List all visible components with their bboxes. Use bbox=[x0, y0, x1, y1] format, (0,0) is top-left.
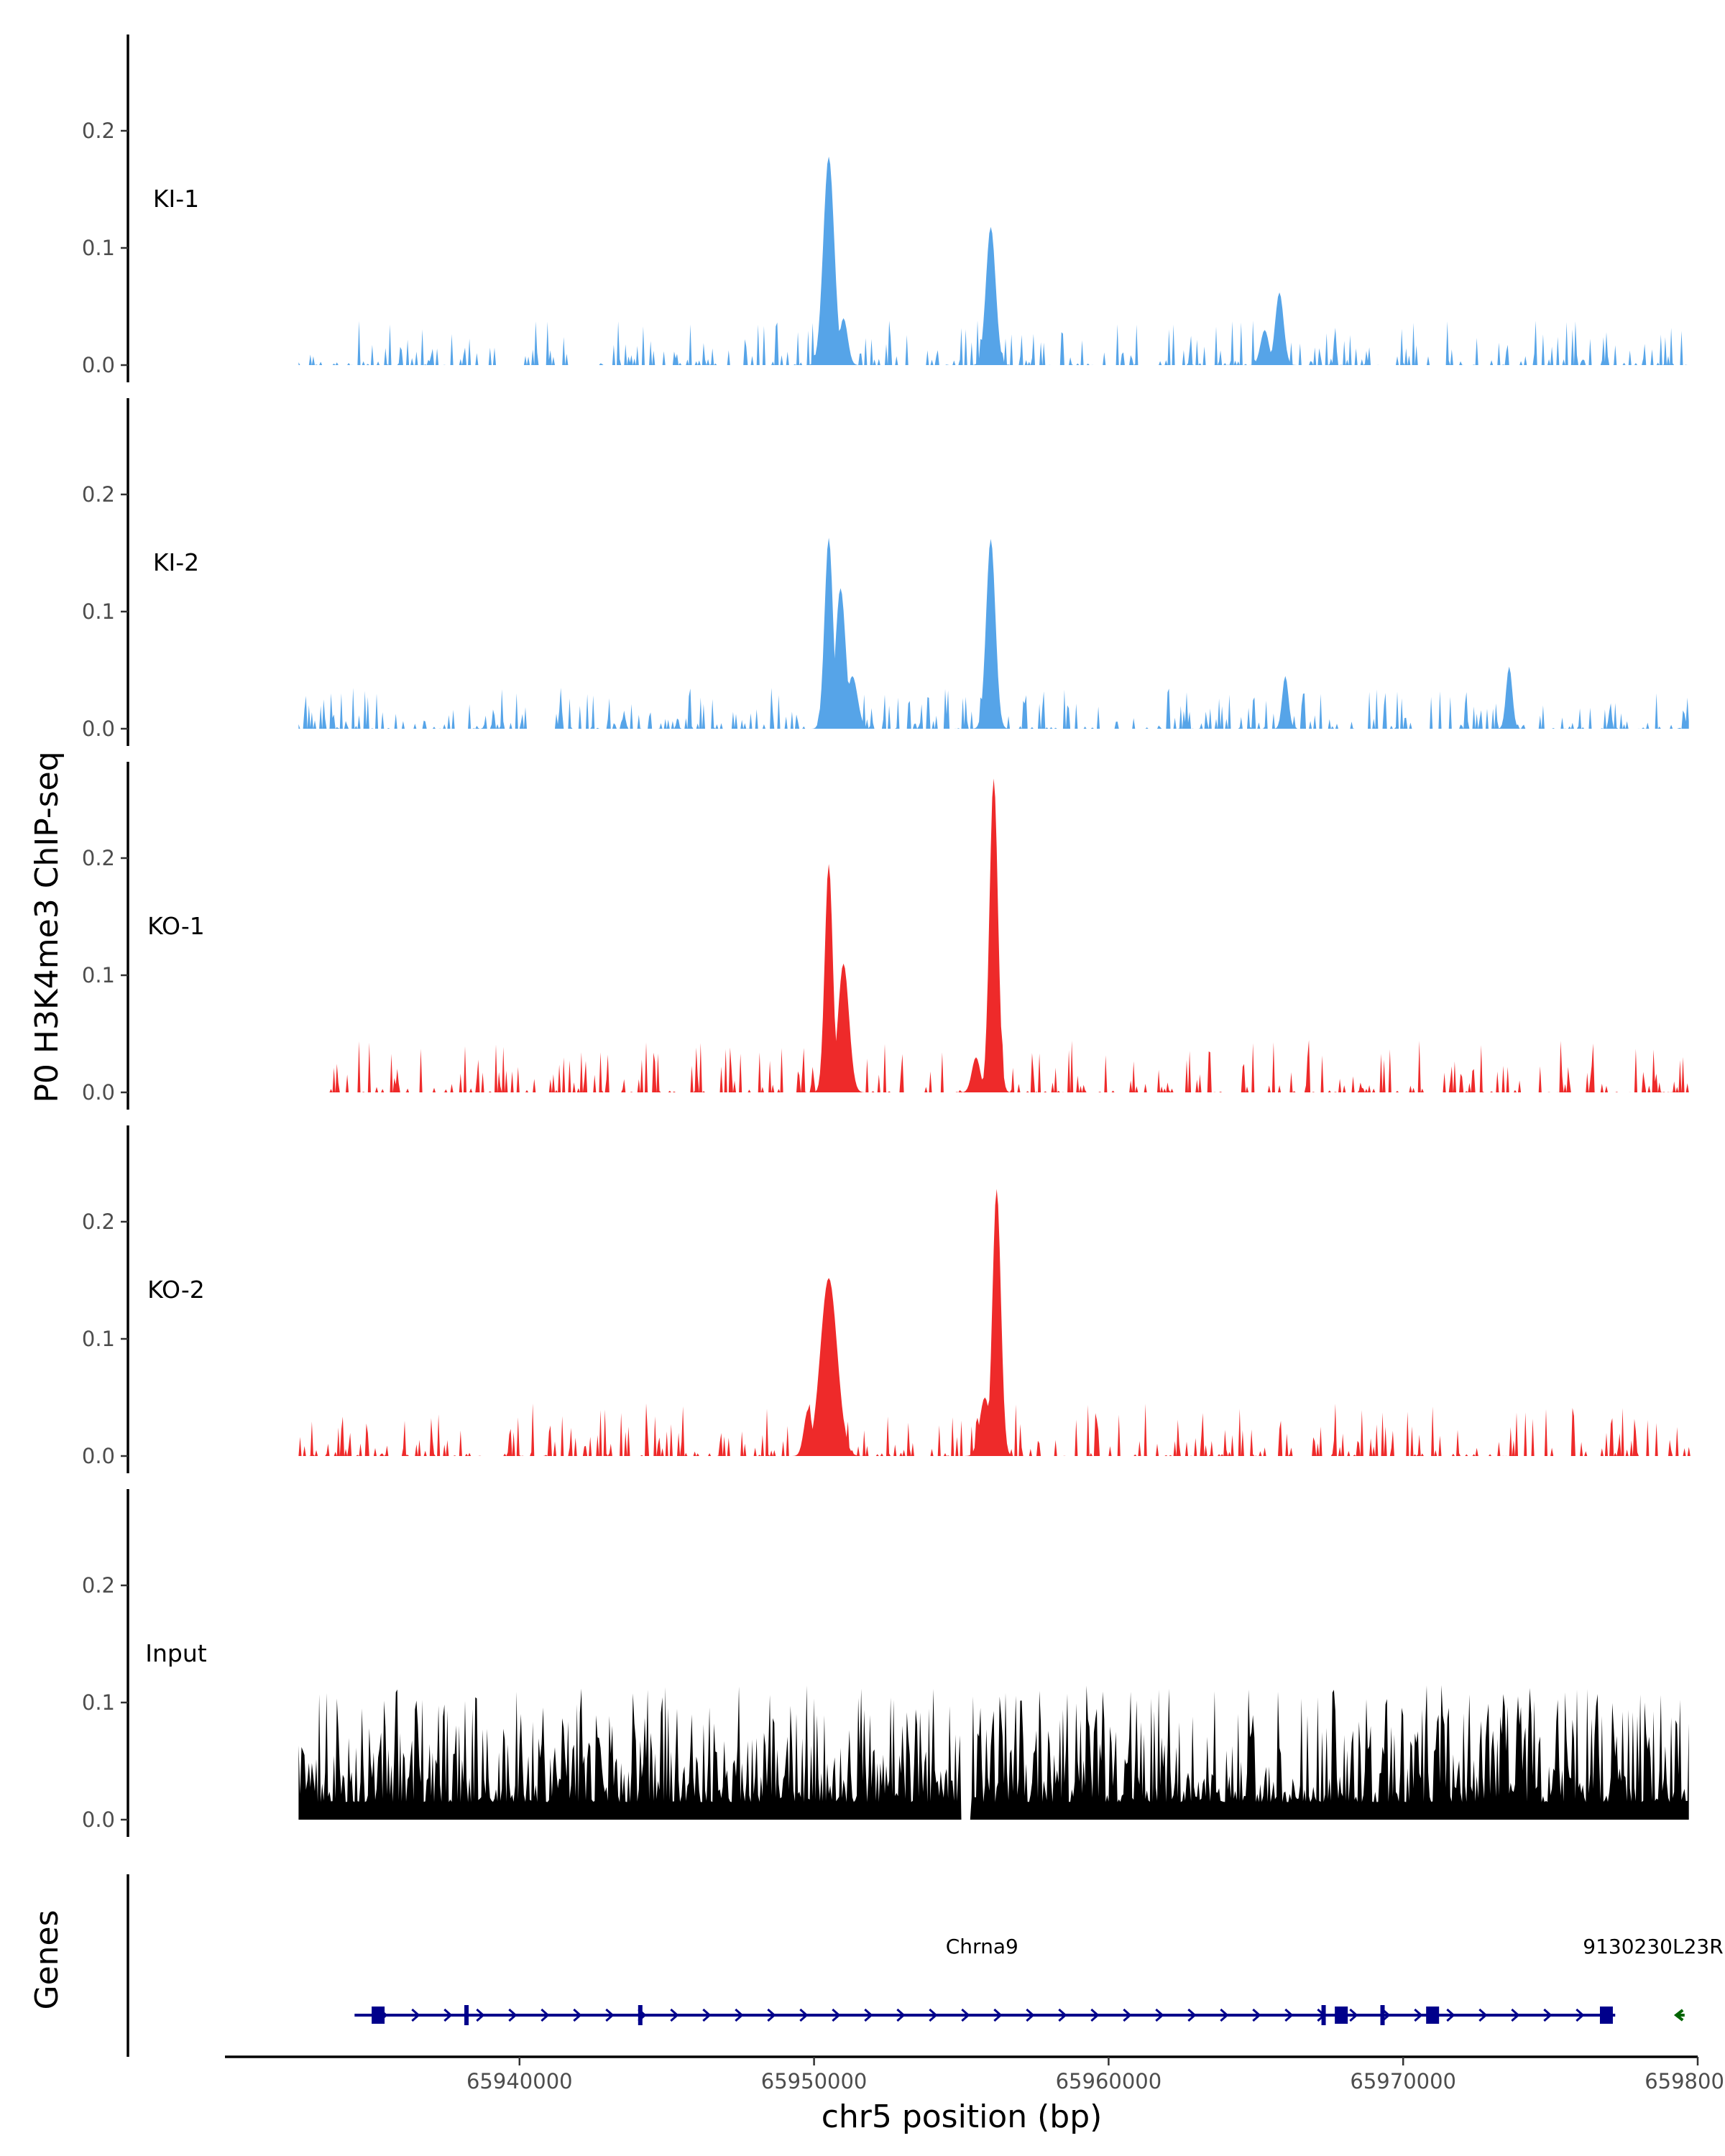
strand-arrow bbox=[1220, 2008, 1229, 2022]
signal-area bbox=[298, 156, 1689, 365]
exon bbox=[464, 2005, 469, 2025]
strand-arrow bbox=[670, 2008, 679, 2022]
strand-arrow bbox=[1511, 2008, 1520, 2022]
y-tick-label: 0.2 bbox=[82, 1573, 115, 1598]
strand-arrow bbox=[1446, 2008, 1455, 2022]
strand-arrow bbox=[476, 2008, 485, 2022]
x-axis: 65940000 65950000 65960000 65970000 65980000 bbox=[225, 2055, 1725, 2093]
strand-arrow bbox=[540, 2008, 550, 2022]
exon bbox=[1426, 2007, 1440, 2024]
y-tick-label: 0.0 bbox=[82, 1807, 115, 1832]
track-label: Input bbox=[145, 1639, 207, 1667]
exon bbox=[1380, 2005, 1385, 2025]
track-ki-2: 0.0 0.1 0.2 KI-2 bbox=[82, 398, 1689, 746]
strand-arrow bbox=[1090, 2008, 1100, 2022]
gene-label: 9130230L23Rik bbox=[1583, 1935, 1725, 1958]
exon bbox=[1321, 2005, 1326, 2025]
y-tick-label: 0.1 bbox=[82, 1327, 115, 1351]
y-tick-label: 0.1 bbox=[82, 1690, 115, 1715]
track-ki-1: 0.0 0.1 0.2 KI-1 bbox=[82, 34, 1689, 382]
x-axis-title: chr5 position (bp) bbox=[822, 2099, 1103, 2135]
strand-arrow bbox=[1187, 2008, 1197, 2022]
signal-area bbox=[328, 778, 1692, 1092]
exon bbox=[372, 2007, 385, 2024]
genes-panel-title: Genes bbox=[29, 1909, 65, 2009]
gene-label: Chrna9 bbox=[946, 1935, 1018, 1958]
y-tick-label: 0.0 bbox=[82, 1444, 115, 1468]
strand-arrow bbox=[961, 2008, 970, 2022]
gene-9130230l23rik: 9130230L23Rik bbox=[1583, 1935, 1725, 2022]
strand-arrow bbox=[1478, 2008, 1488, 2022]
y-tick-label: 0.1 bbox=[82, 963, 115, 987]
signal-area bbox=[298, 538, 1689, 729]
strand-arrow bbox=[1349, 2008, 1358, 2022]
strand-arrow bbox=[993, 2008, 1003, 2022]
strand-arrow bbox=[1155, 2008, 1164, 2022]
y-tick-label: 0.2 bbox=[82, 1210, 115, 1234]
y-tick-label: 0.2 bbox=[82, 846, 115, 870]
track-label: KO-2 bbox=[147, 1276, 205, 1304]
strand-arrow bbox=[832, 2008, 841, 2022]
signal-area bbox=[298, 1685, 1689, 1820]
strand-arrow bbox=[573, 2008, 582, 2022]
strand-arrow bbox=[702, 2008, 712, 2022]
y-tick-label: 0.1 bbox=[82, 599, 115, 624]
x-tick-label: 65980000 bbox=[1644, 2069, 1725, 2093]
exon bbox=[1599, 2007, 1613, 2024]
strand-arrow bbox=[508, 2008, 518, 2022]
strand-arrow bbox=[767, 2008, 776, 2022]
strand-arrow bbox=[799, 2008, 809, 2022]
exon bbox=[1335, 2007, 1348, 2024]
strand-arrow bbox=[605, 2008, 615, 2022]
track-input: 0.0 0.1 0.2 Input bbox=[82, 1489, 1689, 1837]
track-ko-1: 0.0 0.1 0.2 KO-1 bbox=[82, 762, 1692, 1110]
y-tick-label: 0.2 bbox=[82, 119, 115, 143]
strand-arrow bbox=[896, 2008, 906, 2022]
y-tick-label: 0.0 bbox=[82, 1080, 115, 1105]
track-ko-2: 0.0 0.1 0.2 KO-2 bbox=[82, 1125, 1692, 1473]
signal-area bbox=[298, 1189, 1692, 1456]
genes-panel: Chrna9 9130230L23Rik 65940000 65950000 65960… bbox=[126, 1874, 1725, 2093]
y-tick-label: 0.2 bbox=[82, 482, 115, 507]
strand-arrow bbox=[864, 2008, 873, 2022]
strand-arrow bbox=[735, 2008, 744, 2022]
strand-arrow bbox=[929, 2008, 938, 2022]
strand-arrow bbox=[1576, 2008, 1585, 2022]
strand-arrow bbox=[411, 2008, 420, 2022]
strand-arrow bbox=[1252, 2008, 1261, 2022]
track-label: KO-1 bbox=[147, 912, 205, 940]
strand-arrow bbox=[1284, 2008, 1294, 2022]
y-tick-label: 0.1 bbox=[82, 236, 115, 260]
track-label: KI-2 bbox=[153, 548, 199, 576]
gene-chrna9: Chrna9 bbox=[354, 1935, 1616, 2025]
strand-arrow bbox=[1543, 2008, 1552, 2022]
tracks-layer: 0.00.10.2KI-10.00.10.2KI-20.00.10.2KO-10… bbox=[82, 34, 1692, 1837]
exon bbox=[638, 2005, 643, 2025]
x-tick-label: 65940000 bbox=[466, 2069, 573, 2093]
y-axis-title: P0 H3K4me3 ChIP-seq bbox=[29, 751, 65, 1102]
strand-arrow bbox=[1026, 2008, 1035, 2022]
track-label: KI-1 bbox=[153, 185, 199, 213]
x-tick-label: 65970000 bbox=[1350, 2069, 1456, 2093]
strand-arrow bbox=[1058, 2008, 1067, 2022]
y-tick-label: 0.0 bbox=[82, 353, 115, 377]
strand-arrow bbox=[1414, 2008, 1423, 2022]
x-tick-label: 65950000 bbox=[761, 2069, 868, 2093]
strand-arrow bbox=[1123, 2008, 1132, 2022]
strand-arrow bbox=[1673, 2009, 1685, 2022]
strand-arrow bbox=[443, 2008, 453, 2022]
x-tick-label: 65960000 bbox=[1056, 2069, 1162, 2093]
y-tick-label: 0.0 bbox=[82, 717, 115, 741]
